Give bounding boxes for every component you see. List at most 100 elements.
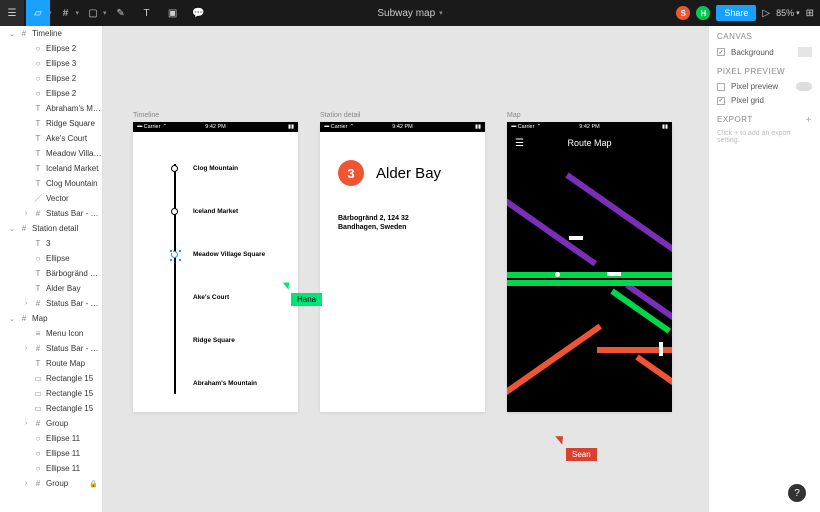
layer-text[interactable]: TClog Mountain (0, 176, 102, 191)
background-label: Background (731, 48, 774, 57)
zoom-control[interactable]: 85%▾ (776, 8, 800, 18)
layer-vector[interactable]: ／Vector (0, 191, 102, 206)
circle-icon: ○ (33, 44, 43, 54)
frame-icon: # (33, 299, 43, 309)
layer-ellipse[interactable]: ○Ellipse 2 (0, 41, 102, 56)
frame-station[interactable]: ⌄#Station detail (0, 221, 102, 236)
layer-text[interactable]: TAlder Bay (0, 281, 102, 296)
text-icon: T (33, 149, 43, 159)
selection-handle[interactable] (178, 249, 182, 253)
signal-icon: ••••• (324, 124, 329, 130)
map-body: ☰ Route Map (507, 132, 672, 412)
avatar-hana[interactable]: H (696, 6, 710, 20)
comment-tool[interactable]: 💬 (187, 0, 211, 26)
layer-ellipse[interactable]: ○Ellipse 2 (0, 86, 102, 101)
layer-ellipse[interactable]: ○Ellipse 11 (0, 431, 102, 446)
layer-ellipse[interactable]: ○Ellipse (0, 251, 102, 266)
selection-handle[interactable] (169, 249, 173, 253)
layer-ellipse[interactable]: ○Ellipse 3 (0, 56, 102, 71)
export-add-button[interactable]: + (806, 115, 812, 126)
layer-statusbar[interactable]: ›#Status Bar - Dark (0, 296, 102, 311)
frame-icon: # (33, 419, 43, 429)
help-button[interactable]: ? (788, 484, 806, 502)
image-tool[interactable]: ▣ (161, 0, 185, 26)
circle-icon: ○ (33, 74, 43, 84)
layer-ellipse[interactable]: ○Ellipse 11 (0, 461, 102, 476)
layer-text[interactable]: T3 (0, 236, 102, 251)
canvas[interactable]: Timeline ••••• Carrier ⌃ 9:42 PM ▮▮ Clog… (103, 26, 708, 512)
background-swatch[interactable] (798, 47, 812, 57)
pixel-preview-checkbox[interactable] (717, 83, 725, 91)
layer-text[interactable]: TAbraham's Mountain (0, 101, 102, 116)
document-title[interactable]: Subway map ▾ (377, 8, 442, 19)
layer-text[interactable]: TBärbogränd 2, 124 32... (0, 266, 102, 281)
timeline-stop-label: Iceland Market (193, 208, 238, 215)
station-body: 3 Alder Bay Bärbogränd 2, 124 32 Bandhag… (320, 132, 485, 260)
layer-text[interactable]: TAke's Court (0, 131, 102, 146)
shape-tool[interactable]: ▢ (81, 0, 105, 26)
layer-rect[interactable]: ▭Rectangle 15 (0, 386, 102, 401)
layer-statusbar[interactable]: ›#Status Bar - Dark (0, 206, 102, 221)
main-menu-button[interactable]: ☰ (0, 0, 24, 26)
selection-handle[interactable] (169, 258, 173, 262)
move-tool[interactable]: ▱ (26, 0, 50, 26)
layer-text[interactable]: TRidge Square (0, 116, 102, 131)
text-icon: T (33, 164, 43, 174)
selection-handle[interactable] (178, 258, 182, 262)
avatar-sean[interactable]: S (676, 6, 690, 20)
view-options-button[interactable]: ⊞ (806, 8, 814, 19)
status-bar: ••••• Carrier ⌃ 9:42 PM ▮▮ (133, 122, 298, 132)
artboard-timeline[interactable]: Timeline ••••• Carrier ⌃ 9:42 PM ▮▮ Clog… (133, 122, 298, 412)
layer-group[interactable]: ›#Group (0, 416, 102, 431)
circle-icon: ○ (33, 59, 43, 69)
pixel-preview-row[interactable]: Pixel preview (717, 82, 812, 91)
frame-timeline[interactable]: ⌄#Timeline (0, 26, 102, 41)
share-button[interactable]: Share (716, 5, 756, 21)
layer-statusbar[interactable]: ›#Status Bar - Dark (0, 341, 102, 356)
pixel-grid-checkbox[interactable] (717, 97, 725, 105)
present-button[interactable]: ▷ (762, 8, 770, 19)
pixel-grid-row[interactable]: Pixel grid (717, 96, 812, 105)
artboard-label[interactable]: Station detail (320, 112, 360, 119)
background-row[interactable]: Background (717, 47, 812, 57)
timeline-stop-label: Clog Mountain (193, 165, 238, 172)
shape-tool-chevron[interactable]: ▾ (103, 9, 107, 17)
text-icon: T (33, 269, 43, 279)
pen-tool[interactable]: ✎ (109, 0, 133, 26)
layer-text[interactable]: TRoute Map (0, 356, 102, 371)
layer-rect[interactable]: ▭Rectangle 15 (0, 401, 102, 416)
timeline-body: Clog Mountain Iceland Market Meadow Vill… (133, 132, 298, 412)
artboard-label[interactable]: Timeline (133, 112, 159, 119)
map-line-green (507, 280, 672, 286)
layer-group-locked[interactable]: ›#Group🔒 (0, 476, 102, 491)
pixel-preview-toggle[interactable] (796, 82, 812, 91)
background-checkbox[interactable] (717, 48, 725, 56)
frame-tool[interactable]: # (54, 0, 78, 26)
menu-icon: ☰ (515, 138, 524, 149)
text-icon: T (33, 119, 43, 129)
pixel-section: PIXEL PREVIEW Pixel preview Pixel grid (717, 67, 812, 105)
layer-text[interactable]: TMeadow Village Square (0, 146, 102, 161)
circle-icon: ○ (33, 464, 43, 474)
artboard-label[interactable]: Map (507, 112, 521, 119)
move-tool-chevron[interactable]: ▾ (48, 9, 52, 17)
frame-tool-chevron[interactable]: ▾ (76, 9, 80, 17)
pixel-title: PIXEL PREVIEW (717, 67, 812, 76)
text-tool[interactable]: T (135, 0, 159, 26)
frame-map[interactable]: ⌄#Map (0, 311, 102, 326)
text-icon: T (33, 359, 43, 369)
layer-ellipse[interactable]: ○Ellipse 11 (0, 446, 102, 461)
layer-text[interactable]: TIceland Market (0, 161, 102, 176)
frame-icon: # (33, 479, 43, 489)
layer-rect[interactable]: ▭Rectangle 15 (0, 371, 102, 386)
wifi-icon: ⌃ (349, 124, 354, 130)
station-header: 3 Alder Bay (338, 160, 467, 186)
artboard-map[interactable]: Map ••••• Carrier ⌃ 9:42 PM ▮▮ ☰ Route M… (507, 122, 672, 412)
map-line-red (507, 324, 602, 398)
layer-ellipse[interactable]: ○Ellipse 2 (0, 71, 102, 86)
layer-menu-icon[interactable]: ≡Menu Icon (0, 326, 102, 341)
status-right-icons: ▮▮ (662, 124, 668, 130)
carrier-label: Carrier (331, 124, 348, 130)
station-address-2: Bandhagen, Sweden (338, 223, 467, 232)
artboard-station[interactable]: Station detail ••••• Carrier ⌃ 9:42 PM ▮… (320, 122, 485, 412)
